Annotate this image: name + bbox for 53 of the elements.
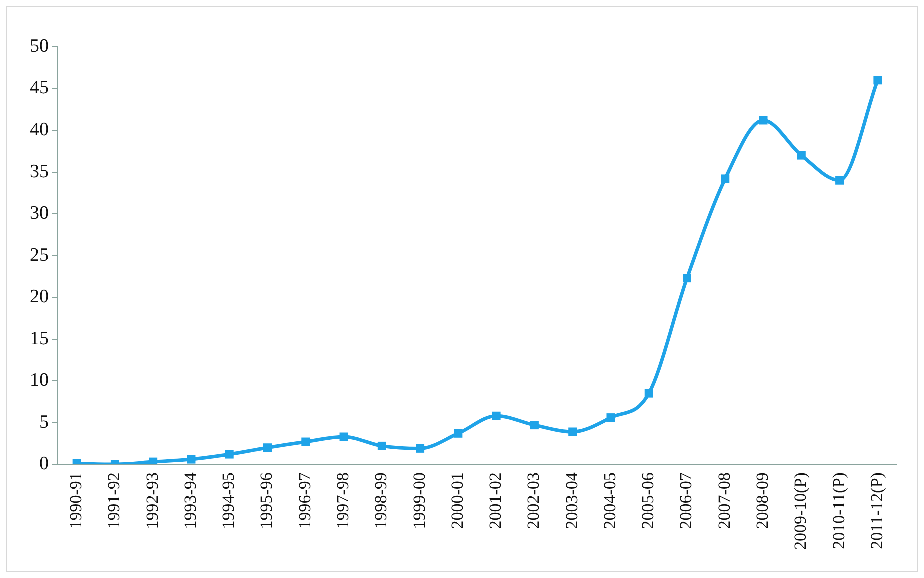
x-tick-label: 1995-96	[257, 472, 276, 530]
x-tick-label: 2005-06	[638, 472, 658, 530]
point	[683, 274, 692, 283]
point	[759, 116, 768, 125]
y-tick-label: 5	[40, 412, 49, 433]
x-tick-label: 1990-91	[66, 472, 86, 530]
point	[644, 389, 654, 398]
x-tick-label: 2007-08	[714, 472, 734, 530]
x-tick-label: 2004-05	[600, 472, 620, 530]
point	[378, 442, 386, 450]
y-tick-label: 30	[30, 203, 49, 224]
point	[416, 444, 425, 453]
point	[264, 444, 272, 452]
x-tick-label: 2000-01	[448, 472, 467, 530]
point	[340, 432, 348, 442]
x-tick-label: 1999-00	[410, 472, 429, 530]
x-tick-label: 2003-04	[562, 472, 582, 530]
x-tick-label: 2010-11(P)	[829, 472, 848, 550]
x-tick-label: 1993-94	[180, 472, 200, 530]
y-tick-label: 40	[30, 119, 49, 140]
y-tick-label: 35	[30, 161, 49, 182]
x-tick-label: 1998-99	[372, 472, 391, 530]
point	[225, 450, 234, 459]
point	[568, 428, 578, 436]
x-tick-label: 2008-09	[752, 472, 772, 530]
y-tick-label: 25	[30, 244, 49, 266]
point	[721, 174, 730, 184]
y-tick-label: 15	[30, 328, 49, 350]
point	[492, 412, 501, 420]
x-tick-label: 2006-07	[676, 472, 696, 530]
x-tick-label: 2001-02	[486, 472, 506, 530]
point	[797, 151, 806, 160]
point	[187, 455, 196, 464]
point	[530, 421, 539, 430]
y-tick-label: 10	[30, 370, 49, 392]
x-tick-label: 2002-03	[524, 472, 544, 530]
point	[454, 429, 463, 438]
y-tick-label: 0	[40, 454, 49, 475]
x-tick-label: 2011-12(P)	[867, 472, 886, 550]
x-tick-label: 1992-93	[142, 472, 162, 530]
point	[149, 458, 158, 465]
point	[606, 414, 616, 422]
y-tick-label: 45	[30, 78, 49, 99]
x-tick-label: 1996-97	[295, 472, 314, 530]
y-tick-label: 50	[30, 36, 49, 57]
point	[874, 76, 882, 85]
x-tick-label: 2009-10(P)	[791, 472, 810, 550]
point	[302, 438, 310, 446]
x-tick-label: 1994-95	[219, 472, 238, 530]
y-tick-label: 20	[30, 286, 49, 308]
x-tick-label: 1991-92	[104, 472, 124, 530]
point	[836, 176, 844, 185]
x-tick-label: 1997-98	[333, 472, 352, 530]
